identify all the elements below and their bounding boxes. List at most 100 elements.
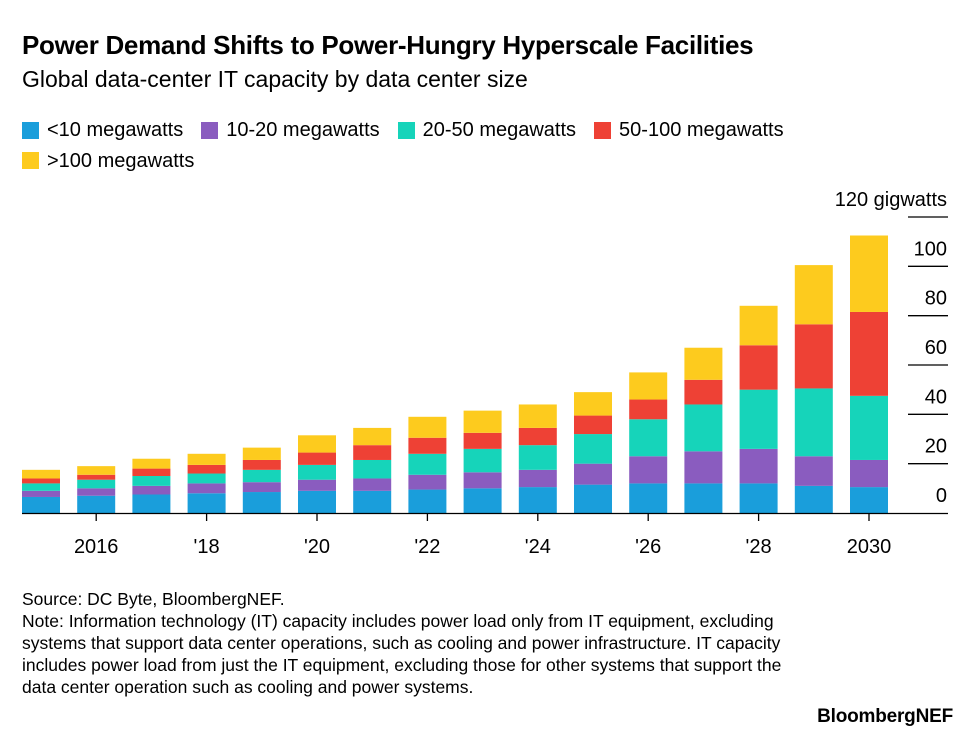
bar-segment: [684, 379, 723, 405]
x-tick-label: '24: [525, 536, 551, 558]
bar-segment: [629, 419, 668, 457]
y-tick-label: 60: [925, 337, 947, 359]
y-tick-label: 120 gigwatts: [835, 189, 947, 211]
legend-swatch: [397, 121, 415, 139]
bar-segment: [518, 404, 557, 428]
chart-legend: <10 megawatts 10-20 megawatts 20-50 megawa…: [22, 116, 952, 177]
bar-segment: [463, 410, 502, 433]
bar-segment: [242, 459, 281, 470]
bar-segment: [22, 490, 60, 497]
bar-segment: [187, 493, 226, 513]
bar-segment: [242, 447, 281, 460]
legend-item: <10 megawatts: [22, 116, 183, 144]
bar-segment: [518, 427, 557, 446]
legend-item: 50-100 megawatts: [594, 116, 784, 144]
bar-segment: [353, 490, 392, 513]
chart-subtitle: Global data-center IT capacity by data c…: [22, 66, 528, 92]
bar-segment: [794, 265, 833, 325]
note-text: Note: Information technology (IT) capaci…: [22, 611, 782, 697]
bar-segment: [684, 483, 723, 513]
bar-segment: [518, 487, 557, 513]
bar-segment: [794, 456, 833, 486]
legend-label: <10 megawatts: [47, 119, 184, 141]
bar-segment: [850, 235, 888, 312]
bar-segment: [408, 453, 447, 475]
bar-segment: [77, 474, 116, 480]
bar-segment: [408, 416, 447, 438]
bar-segment: [242, 482, 281, 493]
bar-segment: [463, 472, 502, 489]
y-tick-label: 20: [925, 436, 947, 458]
bar-segment: [187, 473, 226, 484]
bar-segment: [298, 452, 336, 465]
bar-segment: [22, 496, 60, 513]
bar-segment: [187, 453, 226, 465]
bar-segment: [132, 494, 171, 513]
bar-segment: [739, 389, 778, 449]
legend-swatch: [594, 121, 612, 139]
bar-segment: [187, 483, 226, 494]
bar-segment: [794, 324, 833, 389]
bar-segment: [794, 485, 833, 513]
x-tick-label: '22: [414, 536, 440, 558]
bar-segment: [132, 476, 171, 486]
bar-segment: [684, 451, 723, 484]
legend-label: 10-20 megawatts: [226, 119, 380, 141]
bar-segment: [242, 469, 281, 483]
bar-segment: [463, 488, 502, 513]
bar-segment: [187, 464, 226, 474]
bar-segment: [518, 445, 557, 470]
x-tick-label: 2016: [74, 536, 119, 558]
bar-segment: [353, 427, 392, 446]
source-text: Source: DC Byte, BloombergNEF.: [22, 589, 285, 609]
y-tick-label: 0: [936, 485, 947, 507]
bar-segment: [22, 478, 60, 484]
bar-segment: [353, 445, 392, 460]
legend-item: 20-50 megawatts: [397, 116, 576, 144]
chart-title: Power Demand Shifts to Power-Hungry Hype…: [22, 30, 754, 60]
bar-segment: [132, 468, 171, 476]
legend-label: 50-100 megawatts: [619, 119, 784, 141]
chart-footer: Source: DC Byte, BloombergNEF. Note: Inf…: [22, 588, 782, 698]
bar-segment: [850, 487, 888, 513]
bar-segment: [629, 483, 668, 513]
bar-segment: [77, 495, 116, 513]
bar-segment: [353, 478, 392, 491]
bar-segment: [408, 474, 447, 490]
x-tick-label: 2030: [847, 536, 892, 558]
bar-segment: [574, 463, 612, 485]
bar-segment: [629, 456, 668, 484]
bar-segment: [132, 458, 171, 469]
legend-item: >100 megawatts: [22, 147, 194, 175]
bar-segment: [684, 347, 723, 380]
legend-swatch: [22, 121, 39, 139]
bar-segment: [850, 395, 888, 460]
bar-segment: [629, 399, 668, 420]
bar-segment: [22, 483, 60, 491]
bar-segment: [574, 484, 612, 513]
bar-segment: [574, 415, 612, 435]
bar-segment: [739, 483, 778, 513]
bar-segment: [408, 437, 447, 454]
bar-segment: [574, 434, 612, 464]
bar-segment: [518, 469, 557, 488]
bar-segment: [463, 432, 502, 449]
legend-swatch: [22, 152, 39, 169]
x-tick-label: '20: [304, 536, 330, 558]
legend-label: >100 megawatts: [47, 149, 195, 172]
bar-segment: [408, 489, 447, 513]
bloombergnef-logo: BloombergNEF: [817, 706, 953, 727]
legend-item: 10-20 megawatts: [201, 116, 380, 144]
bar-segment: [739, 448, 778, 484]
bar-segment: [22, 469, 60, 479]
bar-segment: [242, 492, 281, 513]
x-tick-label: '18: [194, 536, 220, 558]
bar-segment: [353, 459, 392, 479]
bar-segment: [132, 485, 171, 495]
y-tick-label: 100: [914, 238, 947, 260]
x-tick-label: '26: [635, 536, 661, 558]
bar-segment: [629, 372, 668, 400]
bar-segment: [77, 466, 116, 475]
bar-segment: [739, 305, 778, 346]
